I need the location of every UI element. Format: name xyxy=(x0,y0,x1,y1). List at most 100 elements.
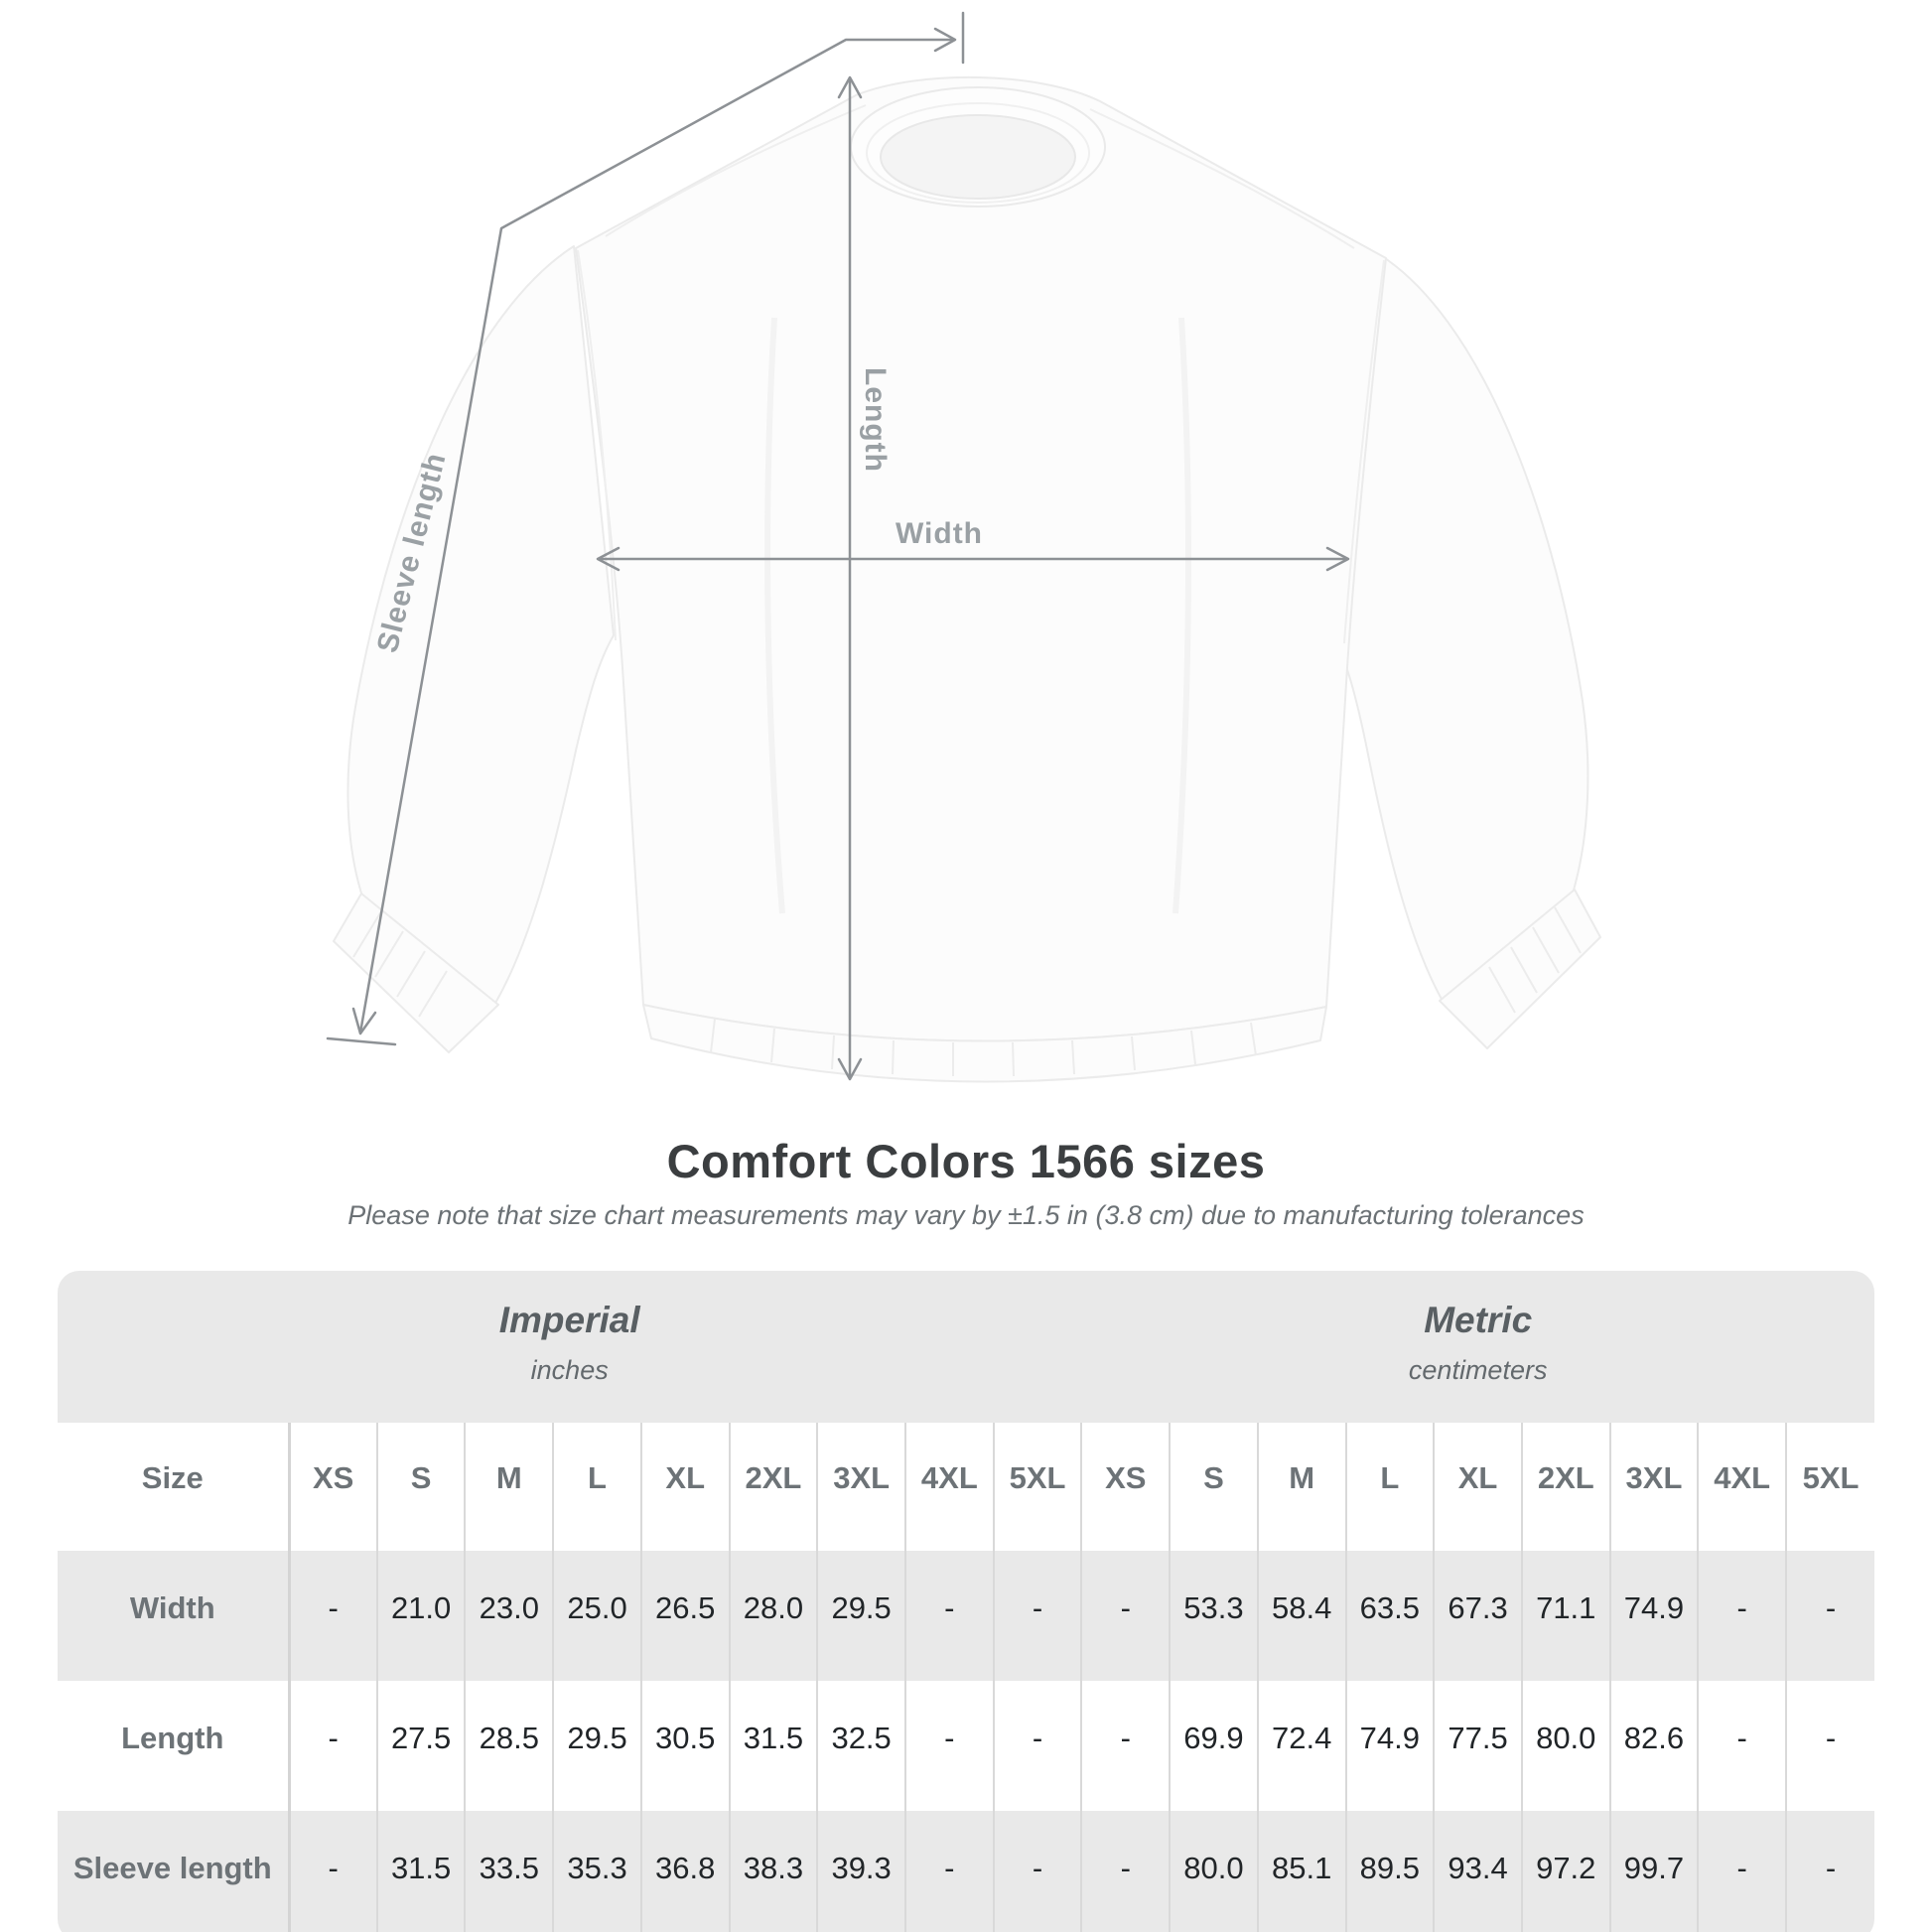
width-arrow xyxy=(596,546,1350,572)
size-header-row: Size XS S M L XL 2XL 3XL 4XL 5XL XS S M … xyxy=(58,1423,1874,1551)
left-sleeve xyxy=(346,245,615,1006)
shoulder-yoke-seams xyxy=(605,104,1355,249)
unit-group-row: Imperial inches Metric centimeters xyxy=(58,1271,1874,1423)
value-cell: 29.5 xyxy=(816,1551,905,1681)
value-cell: 99.7 xyxy=(1608,1811,1699,1932)
size-col-header: S xyxy=(375,1423,466,1551)
size-col-header: 5XL xyxy=(1785,1423,1874,1551)
size-col-header: 4XL xyxy=(903,1423,994,1551)
right-sleeve xyxy=(1333,255,1589,1004)
size-table-container: Imperial inches Metric centimeters Size … xyxy=(58,1271,1874,1932)
size-col-header: M xyxy=(464,1423,554,1551)
value-cell: 28.0 xyxy=(728,1551,818,1681)
sleeve-length-arrow xyxy=(326,11,965,1046)
value-cell: 36.8 xyxy=(639,1811,730,1932)
table-row-width: Width - 21.0 23.0 25.0 26.5 28.0 29.5 - … xyxy=(58,1551,1874,1681)
collar-rib xyxy=(866,102,1090,204)
size-col-header: L xyxy=(1344,1423,1435,1551)
value-cell: 31.5 xyxy=(375,1811,466,1932)
page-subtitle: Please note that size chart measurements… xyxy=(347,1200,1585,1230)
value-cell: 21.0 xyxy=(375,1551,466,1681)
value-cell: - xyxy=(1080,1811,1171,1932)
row-label: Width xyxy=(58,1551,290,1681)
sweatshirt-illustration xyxy=(333,75,1601,1083)
value-cell: 27.5 xyxy=(375,1681,466,1811)
armhole-seams xyxy=(577,249,1385,644)
table-row-sleeve-length: Sleeve length - 31.5 33.5 35.3 36.8 38.3… xyxy=(58,1811,1874,1932)
value-cell: 28.5 xyxy=(464,1681,554,1811)
value-cell: - xyxy=(1785,1681,1874,1811)
value-cell: 23.0 xyxy=(464,1551,554,1681)
left-cuff xyxy=(333,893,499,1053)
value-cell: 29.5 xyxy=(552,1681,641,1811)
value-cell: 97.2 xyxy=(1520,1811,1610,1932)
length-arrow xyxy=(837,75,863,1081)
value-cell: 35.3 xyxy=(552,1811,641,1932)
size-col-header: 2XL xyxy=(728,1423,818,1551)
size-col-header: 3XL xyxy=(816,1423,905,1551)
size-col-header: XS xyxy=(287,1423,377,1551)
value-cell: 74.9 xyxy=(1608,1551,1699,1681)
value-cell: 85.1 xyxy=(1256,1811,1346,1932)
imperial-label: Imperial xyxy=(498,1299,640,1340)
size-col-header: 3XL xyxy=(1608,1423,1699,1551)
value-cell: 26.5 xyxy=(639,1551,730,1681)
value-cell: 39.3 xyxy=(816,1811,905,1932)
value-cell: 82.6 xyxy=(1608,1681,1699,1811)
value-cell: 72.4 xyxy=(1256,1681,1346,1811)
value-cell: 58.4 xyxy=(1256,1551,1346,1681)
value-cell: 80.0 xyxy=(1520,1681,1610,1811)
unit-group-imperial: Imperial inches xyxy=(58,1271,1082,1423)
size-header-cell: Size xyxy=(58,1423,290,1551)
metric-label: Metric xyxy=(1424,1299,1533,1340)
value-cell: - xyxy=(1785,1551,1874,1681)
value-cell: 89.5 xyxy=(1344,1811,1435,1932)
size-col-header: XS xyxy=(1080,1423,1171,1551)
value-cell: - xyxy=(903,1681,994,1811)
value-cell: 53.3 xyxy=(1169,1551,1258,1681)
value-cell: - xyxy=(1080,1681,1171,1811)
value-cell: - xyxy=(1080,1551,1171,1681)
sweatshirt-measurement-diagram: Length Width Sleeve length xyxy=(326,11,1601,1083)
size-col-header: 2XL xyxy=(1520,1423,1610,1551)
value-cell: 93.4 xyxy=(1433,1811,1522,1932)
collar-opening xyxy=(880,114,1076,200)
value-cell: - xyxy=(1697,1551,1787,1681)
value-cell: - xyxy=(287,1681,377,1811)
value-cell: - xyxy=(287,1811,377,1932)
row-label: Sleeve length xyxy=(58,1811,290,1932)
size-col-header: S xyxy=(1169,1423,1258,1551)
table-row-length: Length - 27.5 28.5 29.5 30.5 31.5 32.5 -… xyxy=(58,1681,1874,1811)
value-cell: 80.0 xyxy=(1169,1811,1258,1932)
metric-unit: centimeters xyxy=(1408,1354,1548,1385)
width-label: Width xyxy=(896,517,983,550)
value-cell: 33.5 xyxy=(464,1811,554,1932)
value-cell: 74.9 xyxy=(1344,1681,1435,1811)
page-title: Comfort Colors 1566 sizes xyxy=(666,1135,1266,1187)
value-cell: 38.3 xyxy=(728,1811,818,1932)
value-cell: 32.5 xyxy=(816,1681,905,1811)
value-cell: - xyxy=(992,1551,1082,1681)
value-cell: - xyxy=(903,1551,994,1681)
value-cell: 71.1 xyxy=(1520,1551,1610,1681)
value-cell: 31.5 xyxy=(728,1681,818,1811)
imperial-unit: inches xyxy=(530,1354,609,1385)
right-cuff xyxy=(1439,889,1601,1049)
value-cell: 67.3 xyxy=(1433,1551,1522,1681)
value-cell: 63.5 xyxy=(1344,1551,1435,1681)
value-cell: 69.9 xyxy=(1169,1681,1258,1811)
value-cell: - xyxy=(992,1811,1082,1932)
value-cell: - xyxy=(992,1681,1082,1811)
size-table: Imperial inches Metric centimeters Size … xyxy=(58,1271,1874,1932)
length-label: Length xyxy=(859,367,892,473)
size-col-header: M xyxy=(1256,1423,1346,1551)
value-cell: 25.0 xyxy=(552,1551,641,1681)
value-cell: - xyxy=(903,1811,994,1932)
size-col-header: XL xyxy=(639,1423,730,1551)
value-cell: 77.5 xyxy=(1433,1681,1522,1811)
size-col-header: XL xyxy=(1433,1423,1522,1551)
size-col-header: 5XL xyxy=(992,1423,1082,1551)
row-label: Length xyxy=(58,1681,290,1811)
unit-group-metric: Metric centimeters xyxy=(1081,1271,1874,1423)
